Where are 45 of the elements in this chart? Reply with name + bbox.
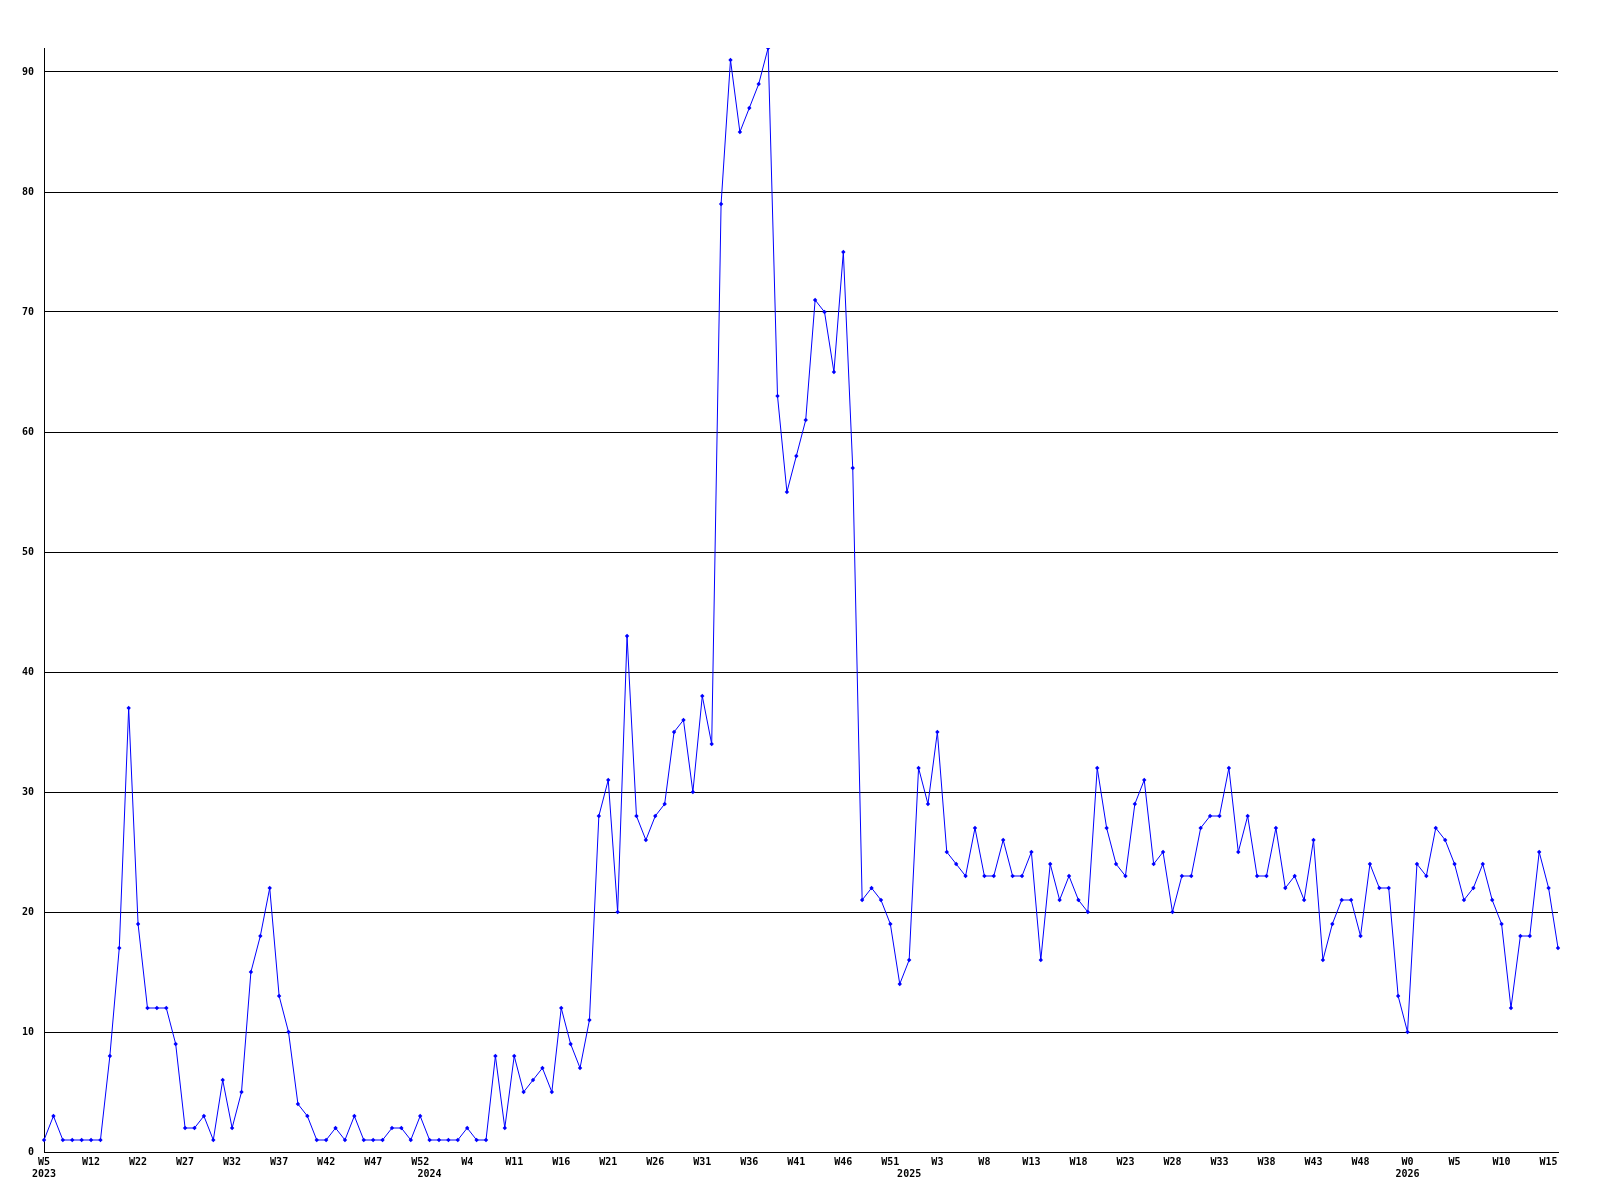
y-tick-label: 80 xyxy=(21,185,35,197)
x-tick-label: W0 2026 xyxy=(1395,1155,1420,1179)
x-tick-label: W26 xyxy=(646,1155,665,1167)
x-tick-label: W32 xyxy=(223,1155,242,1167)
x-tick-label: W15 xyxy=(1539,1155,1558,1167)
x-tick-label: W12 xyxy=(82,1155,101,1167)
y-tick-label: 30 xyxy=(21,785,35,797)
x-tick-label: W5 2023 xyxy=(31,1155,57,1179)
x-tick-label: W22 xyxy=(129,1155,148,1167)
x-tick-label: W37 xyxy=(270,1155,289,1167)
x-tick-label: W11 xyxy=(505,1155,524,1167)
y-tick-label: 50 xyxy=(21,545,35,557)
x-tick-label: W33 xyxy=(1210,1155,1229,1167)
x-tick-label: 2024 xyxy=(417,1167,442,1179)
x-tick-label: W36 xyxy=(740,1155,759,1167)
x-tick-label: W18 xyxy=(1069,1155,1088,1167)
x-tick-label: W5 xyxy=(1448,1155,1461,1167)
x-tick-label: W16 xyxy=(552,1155,571,1167)
x-tick-label: W8 xyxy=(978,1155,991,1167)
x-tick-label: W3 xyxy=(931,1155,944,1167)
x-tick-label: W51 xyxy=(881,1155,900,1167)
y-tick-label: 20 xyxy=(21,905,35,917)
x-tick-label: W13 xyxy=(1022,1155,1041,1167)
x-tick-label: W41 xyxy=(787,1155,806,1167)
y-tick-label: 0 xyxy=(28,1145,35,1157)
x-tick-label: W47 xyxy=(364,1155,383,1167)
x-tick-label: W52 xyxy=(411,1155,430,1167)
x-tick-label: W28 xyxy=(1163,1155,1182,1167)
x-tick-label: W42 xyxy=(317,1155,336,1167)
x-tick-label: W10 xyxy=(1492,1155,1511,1167)
x-tick-label: 2025 xyxy=(897,1167,922,1179)
y-tick-label: 90 xyxy=(21,65,35,77)
y-tick-label: 60 xyxy=(21,425,35,437)
x-tick-label: W27 xyxy=(176,1155,195,1167)
x-tick-label: W4 xyxy=(461,1155,474,1167)
x-tick-label: W31 xyxy=(693,1155,712,1167)
x-tick-label: W43 xyxy=(1304,1155,1323,1167)
x-tick-label: W48 xyxy=(1351,1155,1370,1167)
x-tick-label: W46 xyxy=(834,1155,853,1167)
x-tick-label: W21 xyxy=(599,1155,618,1167)
y-tick-label: 10 xyxy=(21,1025,35,1037)
x-tick-label: W38 xyxy=(1257,1155,1276,1167)
y-tick-label: 70 xyxy=(21,305,35,317)
x-tick-label: W23 xyxy=(1116,1155,1135,1167)
y-tick-label: 40 xyxy=(21,665,35,677)
